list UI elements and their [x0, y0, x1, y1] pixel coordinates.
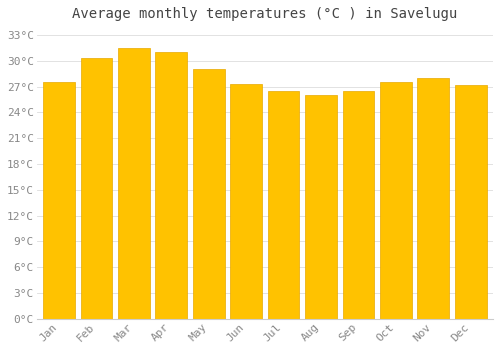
- Bar: [118, 48, 150, 319]
- Title: Average monthly temperatures (°C ) in Savelugu: Average monthly temperatures (°C ) in Sa…: [72, 7, 458, 21]
- Bar: [44, 82, 75, 319]
- Bar: [80, 58, 112, 319]
- Bar: [305, 95, 337, 319]
- Bar: [230, 84, 262, 319]
- Bar: [156, 52, 188, 319]
- Bar: [268, 91, 300, 319]
- Bar: [342, 91, 374, 319]
- Bar: [454, 85, 486, 319]
- Bar: [380, 82, 412, 319]
- Bar: [418, 78, 449, 319]
- Bar: [193, 69, 224, 319]
